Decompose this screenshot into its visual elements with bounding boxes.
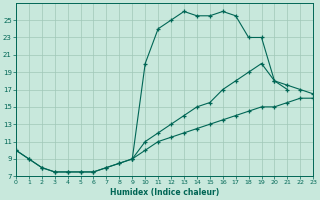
X-axis label: Humidex (Indice chaleur): Humidex (Indice chaleur) — [110, 188, 219, 197]
